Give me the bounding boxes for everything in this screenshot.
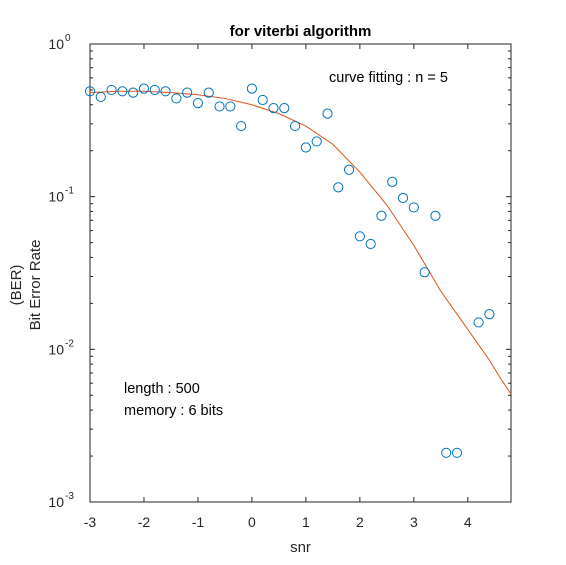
data-point (430, 210, 441, 221)
y-tick-exponent: -2 (65, 338, 74, 349)
y-tick-label: 10 (48, 341, 64, 357)
fit-curve-layer (89, 90, 512, 395)
data-point (246, 83, 258, 94)
data-point (214, 101, 225, 112)
chart-title: for viterbi algorithm (230, 23, 372, 40)
data-point (279, 103, 290, 114)
marker-layer (84, 83, 495, 458)
data-point (84, 86, 96, 97)
data-point (354, 231, 365, 242)
x-tick-label: 4 (464, 514, 472, 530)
data-point (441, 447, 452, 458)
annotation-length: length : 500 (124, 381, 200, 397)
x-tick-label: -2 (138, 514, 151, 530)
data-point (117, 86, 128, 97)
data-point (149, 84, 160, 96)
data-point (322, 108, 333, 119)
data-point (333, 182, 344, 193)
y-tick-label: 10 (48, 494, 64, 510)
data-point (473, 317, 484, 328)
data-point (408, 202, 419, 213)
data-point (236, 120, 247, 132)
data-point (95, 91, 106, 103)
data-point (225, 101, 236, 112)
x-tick-label: 3 (410, 514, 418, 530)
data-point (106, 84, 117, 96)
data-point (203, 87, 214, 98)
data-point (290, 120, 301, 132)
y-tick-label: 10 (48, 36, 64, 52)
x-tick-label: -1 (192, 514, 205, 530)
x-tick-label: 1 (302, 514, 310, 530)
y-tick-exponent: -1 (65, 186, 74, 197)
data-point (419, 267, 430, 278)
axes-box (89, 43, 512, 503)
y-tick-exponent: 0 (65, 33, 71, 44)
x-axis: -3 -2 -1 0 1 2 3 4 (84, 44, 472, 530)
y-axis-label-line-2: Bit Error Rate (27, 240, 44, 331)
data-point (160, 86, 171, 97)
data-point (300, 142, 311, 153)
data-point (397, 192, 409, 204)
data-point (376, 210, 387, 221)
y-tick-exponent: -3 (65, 491, 74, 502)
data-point (182, 87, 193, 98)
x-axis-label: snr (290, 539, 311, 556)
data-point (138, 83, 150, 94)
data-point (484, 309, 495, 320)
data-point (268, 103, 279, 114)
data-point (365, 238, 376, 250)
annotation-memory: memory : 6 bits (124, 403, 223, 419)
data-point (128, 87, 139, 98)
data-point (387, 176, 398, 187)
data-point (343, 164, 355, 175)
data-point (311, 136, 322, 147)
x-tick-label: 2 (356, 514, 364, 530)
annotation-curve-fitting: curve fitting : n = 5 (329, 70, 448, 86)
y-tick-label: 10 (48, 189, 64, 205)
y-axis-label-line-1: (BER) (8, 265, 25, 306)
x-tick-label: -3 (84, 514, 97, 530)
data-point (192, 98, 204, 109)
x-tick-label: 0 (248, 514, 256, 530)
data-point (171, 93, 182, 104)
data-point (451, 447, 463, 458)
fit-curve-line (89, 90, 512, 395)
data-point (257, 94, 268, 106)
